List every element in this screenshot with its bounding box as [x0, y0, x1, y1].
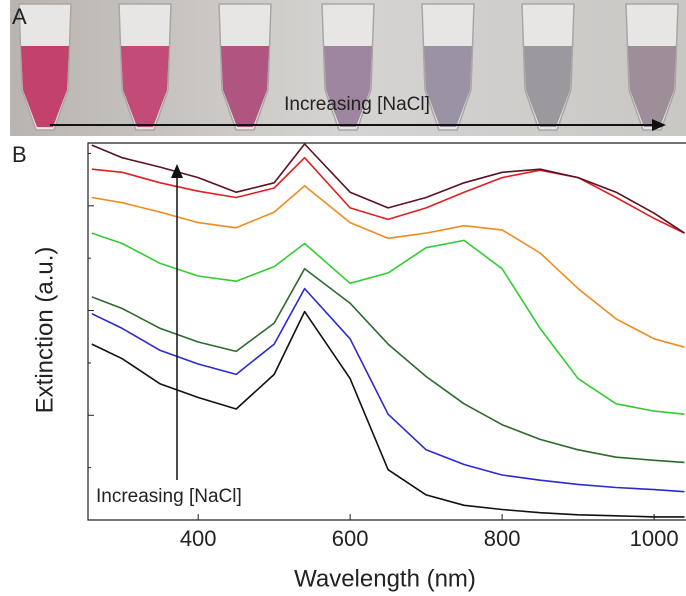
spectrum-line [91, 287, 685, 493]
x-tick-label: 800 [484, 526, 521, 551]
spectrum-line [91, 310, 685, 518]
x-tick-label: 600 [332, 526, 369, 551]
spectrum-line [91, 156, 685, 234]
annotation: Increasing [NaCl] [284, 94, 430, 115]
axes-frame [87, 142, 686, 521]
x-tick-label: 400 [180, 526, 217, 551]
annotation: Increasing [NaCl] [96, 486, 242, 507]
spectrum-line [91, 185, 685, 348]
arrow-head [652, 119, 666, 131]
spectrum-line [91, 143, 685, 234]
spectrum-line [91, 267, 685, 464]
x-axis-label: Wavelength (nm) [294, 565, 476, 592]
spectrum-line [91, 232, 685, 415]
chart: B Wavelength (nm) Extinction (a.u.) 400 6… [12, 142, 686, 592]
photo-panel: A Increasing [NaCl] [10, 0, 686, 136]
x-tick-label: 1000 [630, 526, 679, 551]
panel-label: B [12, 142, 27, 167]
arrow-head [171, 164, 183, 178]
panel-label: A [12, 4, 27, 29]
y-axis-label: Extinction (a.u.) [31, 247, 58, 414]
